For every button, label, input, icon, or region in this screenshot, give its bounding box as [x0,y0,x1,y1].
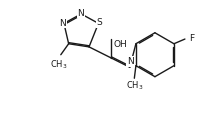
Text: F: F [189,34,194,43]
Text: CH$_3$: CH$_3$ [50,59,68,71]
Text: N: N [127,57,134,66]
Text: N: N [77,9,84,18]
Text: CH$_3$: CH$_3$ [126,79,143,92]
Text: N: N [59,19,66,28]
Text: S: S [96,18,102,27]
Text: OH: OH [113,40,127,49]
